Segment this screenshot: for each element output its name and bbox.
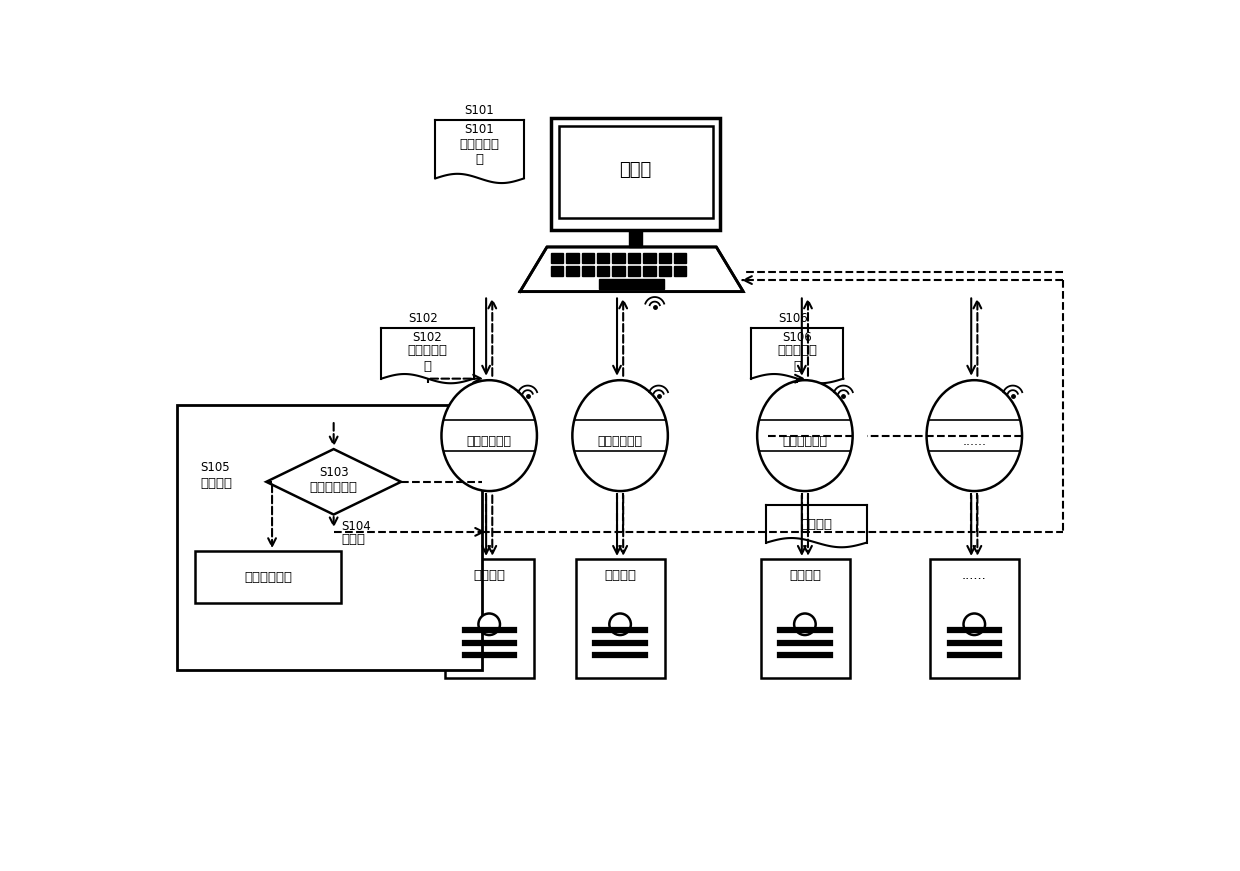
Text: 采集数据: 采集数据 <box>801 517 832 530</box>
Text: 文: 文 <box>424 360 432 373</box>
Bar <box>177 405 481 671</box>
Text: 数据采集设备: 数据采集设备 <box>782 436 827 449</box>
Text: S106: S106 <box>777 312 807 325</box>
Bar <box>627 253 640 263</box>
Text: 发送请求报: 发送请求报 <box>408 344 448 357</box>
Bar <box>577 559 665 679</box>
Text: 发送响应报: 发送响应报 <box>777 344 817 357</box>
Text: 数据采集设备: 数据采集设备 <box>466 436 512 449</box>
Bar <box>596 253 609 263</box>
Text: 文: 文 <box>475 153 484 166</box>
Bar <box>435 120 523 183</box>
Bar <box>551 118 720 230</box>
Bar <box>766 505 867 547</box>
Text: 数据采集设备: 数据采集设备 <box>598 436 642 449</box>
Polygon shape <box>520 247 743 292</box>
Ellipse shape <box>441 380 537 491</box>
Bar <box>599 280 663 288</box>
Bar <box>596 267 609 276</box>
Bar <box>551 253 563 263</box>
Text: 文: 文 <box>794 360 801 373</box>
Circle shape <box>794 613 816 635</box>
Ellipse shape <box>758 380 853 491</box>
Text: S102: S102 <box>413 331 443 343</box>
Bar <box>613 253 625 263</box>
Bar <box>582 267 594 276</box>
Bar <box>627 267 640 276</box>
Text: 获取请求报: 获取请求报 <box>459 138 500 151</box>
Text: 丢弃请求报文: 丢弃请求报文 <box>244 571 293 584</box>
Polygon shape <box>267 449 401 515</box>
Bar <box>567 267 579 276</box>
Ellipse shape <box>573 380 668 491</box>
Text: S101: S101 <box>464 105 494 118</box>
Text: 终端设备: 终端设备 <box>604 570 636 582</box>
Text: 终端设备: 终端设备 <box>474 570 505 582</box>
Bar <box>658 267 671 276</box>
Bar <box>629 230 642 247</box>
Bar <box>382 327 474 383</box>
Text: S103: S103 <box>319 466 348 479</box>
Text: S104: S104 <box>341 520 371 533</box>
Ellipse shape <box>926 380 1022 491</box>
Bar <box>930 559 1019 679</box>
Text: S102: S102 <box>408 312 438 325</box>
Text: S106: S106 <box>782 331 812 343</box>
Bar <box>582 253 594 263</box>
Text: 终端设备: 终端设备 <box>789 570 821 582</box>
Bar <box>658 253 671 263</box>
Bar <box>558 126 713 219</box>
Bar <box>567 253 579 263</box>
Text: 上位机: 上位机 <box>619 161 652 179</box>
Bar <box>195 551 341 604</box>
Text: 不能处理: 不能处理 <box>201 476 232 490</box>
Bar <box>445 559 534 679</box>
Bar <box>551 267 563 276</box>
Bar <box>751 327 843 383</box>
Text: S101: S101 <box>464 123 494 136</box>
Bar <box>644 253 656 263</box>
Text: S105: S105 <box>201 462 231 475</box>
Circle shape <box>609 613 631 635</box>
Text: ......: ...... <box>962 436 986 449</box>
Circle shape <box>479 613 500 635</box>
Bar <box>675 253 686 263</box>
Bar <box>675 267 686 276</box>
Bar <box>613 267 625 276</box>
Text: 能处理: 能处理 <box>341 533 366 546</box>
Text: 判断能否处理: 判断能否处理 <box>310 482 357 495</box>
Text: ......: ...... <box>962 570 987 582</box>
Circle shape <box>963 613 985 635</box>
Bar <box>644 267 656 276</box>
Bar <box>761 559 849 679</box>
